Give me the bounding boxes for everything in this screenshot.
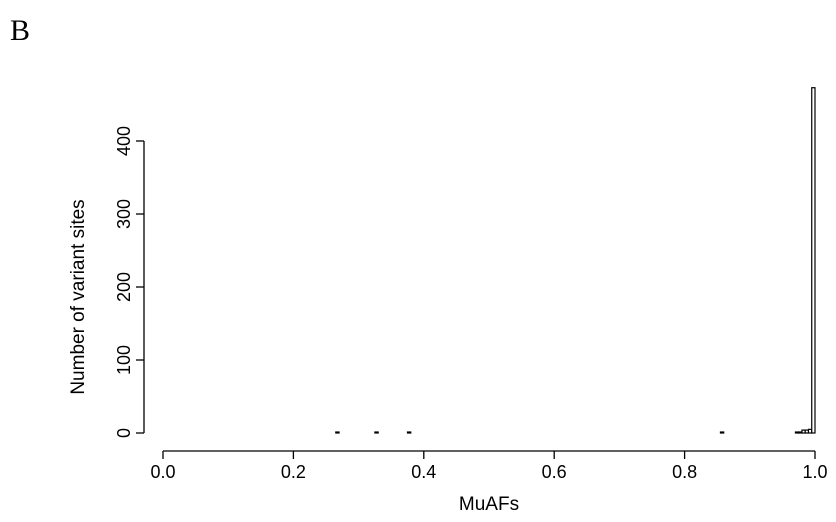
x-tick-label: 0.0 <box>150 462 175 482</box>
y-axis-ticks: 0 100 200 300 400 <box>114 126 144 438</box>
histogram-bars <box>335 87 816 434</box>
x-tick-label: 0.8 <box>672 462 697 482</box>
histogram-bar <box>406 431 412 434</box>
histogram-bar <box>719 431 725 434</box>
histogram-bar <box>335 431 340 434</box>
y-tick-label: 400 <box>114 126 134 156</box>
x-tick-label: 1.0 <box>802 462 827 482</box>
y-tick-label: 100 <box>114 345 134 375</box>
histogram-bar <box>374 431 379 434</box>
y-tick-label: 200 <box>114 272 134 302</box>
y-tick-label: 300 <box>114 199 134 229</box>
y-tick-label: 0 <box>114 428 134 438</box>
x-tick-label: 0.4 <box>411 462 436 482</box>
x-tick-label: 0.2 <box>281 462 306 482</box>
histogram-bar <box>811 87 816 434</box>
y-axis-title: Number of variant sites <box>68 199 89 394</box>
x-axis-ticks: 0.0 0.2 0.4 0.6 0.8 1.0 <box>150 451 828 482</box>
x-tick-label: 0.6 <box>542 462 567 482</box>
x-axis-title: MuAFs <box>459 494 519 515</box>
panel-label: B <box>10 14 31 47</box>
